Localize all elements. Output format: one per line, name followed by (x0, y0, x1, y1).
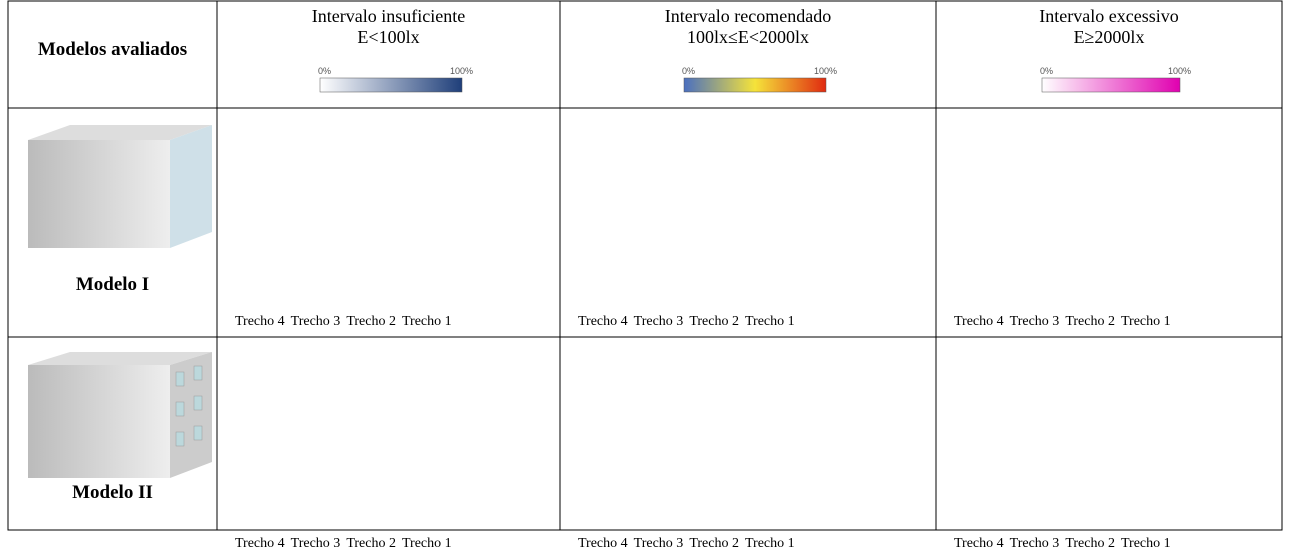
segment-label: Trecho 2 (346, 314, 396, 330)
model-label: Modelo II (8, 482, 217, 504)
segment-label: Trecho 4 (235, 314, 285, 330)
scale-min: 0% (1040, 66, 1053, 76)
segment-label: Trecho 3 (1010, 536, 1060, 552)
segment-label: Trecho 1 (1121, 314, 1171, 330)
segment-label: Trecho 1 (745, 536, 795, 552)
segment-label: Trecho 1 (745, 314, 795, 330)
scale-max: 100% (1168, 66, 1191, 76)
segment-label: Trecho 4 (578, 536, 628, 552)
segment-label: Trecho 3 (634, 314, 684, 330)
segment-labels: Trecho 4 Trecho 3 Trecho 2 Trecho 1 (235, 314, 452, 330)
segment-label: Trecho 2 (346, 536, 396, 552)
model-label: Modelo I (8, 274, 217, 296)
building-1 (28, 125, 212, 248)
segment-labels: Trecho 4 Trecho 3 Trecho 2 Trecho 1 (235, 536, 452, 552)
page: Modelos avaliados Intervalo insuficiente… (0, 0, 1290, 560)
building-2 (28, 352, 212, 478)
segment-label: Trecho 1 (1121, 536, 1171, 552)
segment-label: Trecho 3 (291, 536, 341, 552)
models-header: Modelos avaliados (8, 38, 217, 62)
segment-labels: Trecho 4 Trecho 3 Trecho 2 Trecho 1 (954, 536, 1171, 552)
segment-label: Trecho 3 (1010, 314, 1060, 330)
segment-label: Trecho 2 (1065, 314, 1115, 330)
column-range: E<100lx (217, 27, 560, 48)
segment-label: Trecho 2 (1065, 536, 1115, 552)
scale-max: 100% (814, 66, 837, 76)
segment-label: Trecho 1 (402, 536, 452, 552)
segment-label: Trecho 4 (578, 314, 628, 330)
column-title: Intervalo recomendado (560, 6, 936, 27)
segment-label: Trecho 3 (291, 314, 341, 330)
segment-label: Trecho 4 (235, 536, 285, 552)
column-title: Intervalo insuficiente (217, 6, 560, 27)
segment-label: Trecho 2 (689, 314, 739, 330)
scale-min: 0% (318, 66, 331, 76)
column-range: 100lx≤E<2000lx (560, 27, 936, 48)
segment-label: Trecho 4 (954, 314, 1004, 330)
segment-labels: Trecho 4 Trecho 3 Trecho 2 Trecho 1 (954, 314, 1171, 330)
segment-labels: Trecho 4 Trecho 3 Trecho 2 Trecho 1 (578, 314, 795, 330)
column-title: Intervalo excessivo (936, 6, 1282, 27)
scale-min: 0% (682, 66, 695, 76)
scale-max: 100% (450, 66, 473, 76)
segment-label: Trecho 3 (634, 536, 684, 552)
segment-label: Trecho 4 (954, 536, 1004, 552)
segment-labels: Trecho 4 Trecho 3 Trecho 2 Trecho 1 (578, 536, 795, 552)
column-range: E≥2000lx (936, 27, 1282, 48)
segment-label: Trecho 2 (689, 536, 739, 552)
segment-label: Trecho 1 (402, 314, 452, 330)
